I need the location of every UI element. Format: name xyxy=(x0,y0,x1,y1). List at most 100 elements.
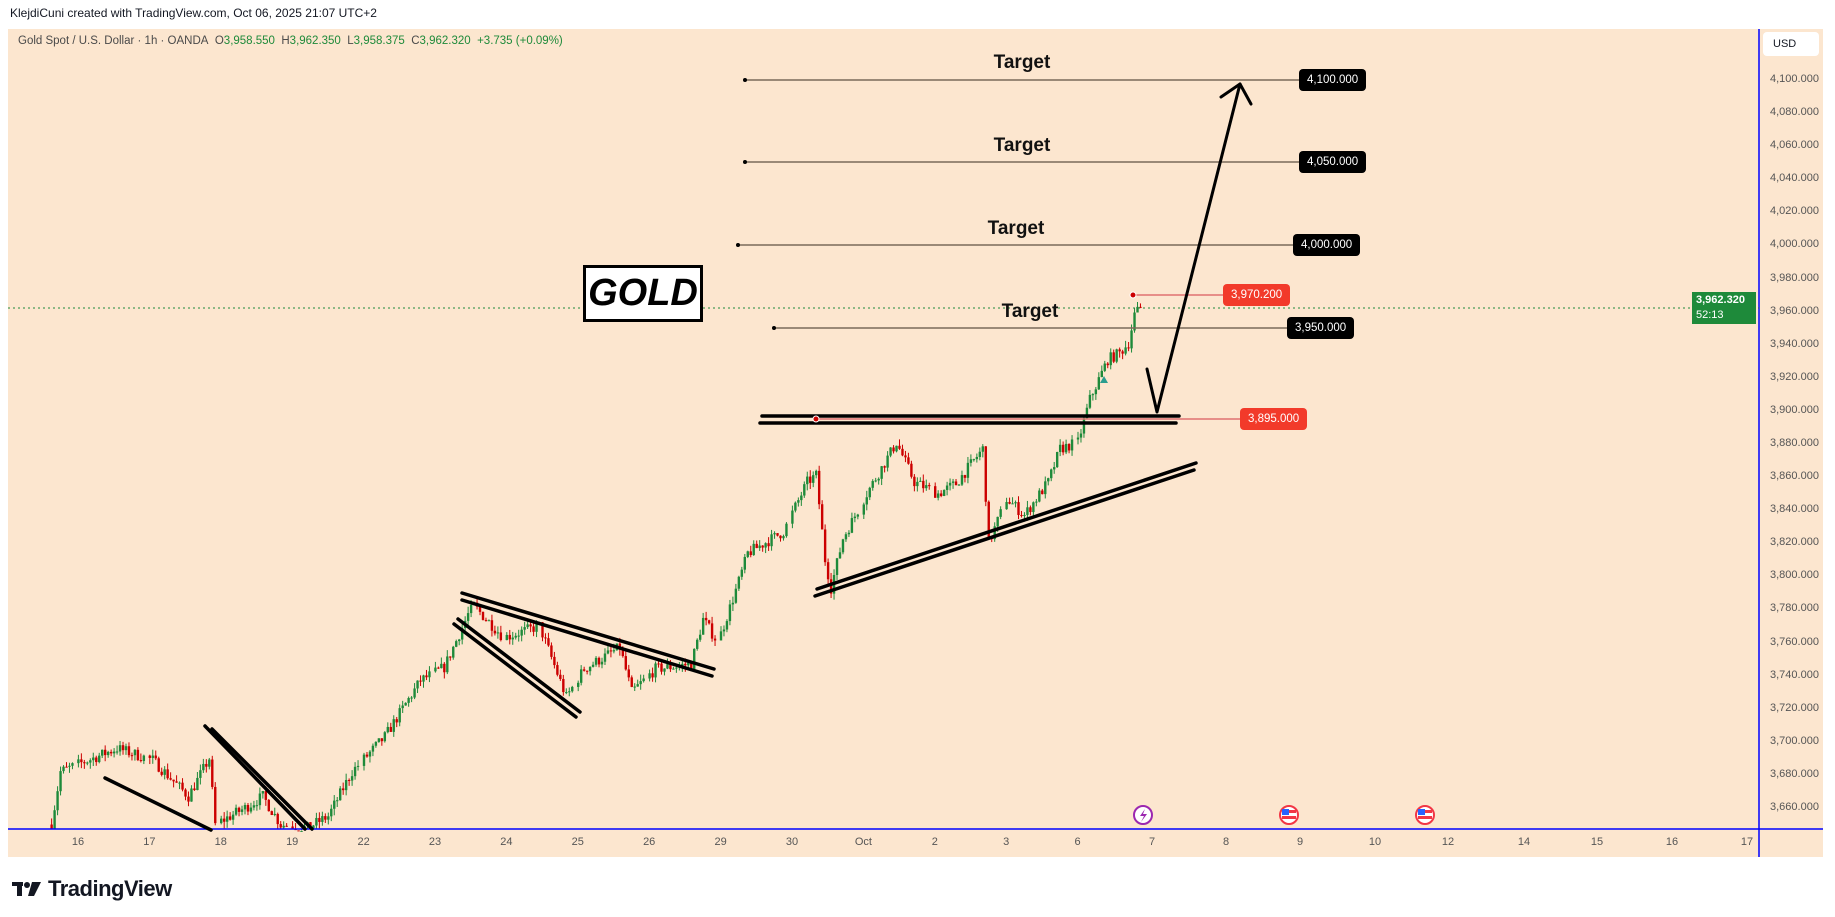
candle-down xyxy=(95,755,98,766)
anchor-dot[interactable] xyxy=(736,243,740,247)
tradingview-logo[interactable]: TradingView xyxy=(12,876,172,902)
candle-up xyxy=(737,575,741,591)
target-price-tag[interactable]: 3,950.000 xyxy=(1287,317,1355,339)
us-flag-event-icon[interactable] xyxy=(1415,805,1435,825)
target-price-tag[interactable]: 4,050.000 xyxy=(1299,151,1367,173)
target-text-2[interactable]: Target xyxy=(993,135,1051,156)
candle-body xyxy=(383,732,387,742)
flag-upper-a[interactable] xyxy=(460,591,716,671)
symbol-legend[interactable]: Gold Spot / U.S. Dollar · 1h · OANDA O3,… xyxy=(18,35,563,47)
candle-up xyxy=(1058,439,1062,457)
breakout-level-tag[interactable]: 3,895.000 xyxy=(1240,408,1308,430)
candle-up xyxy=(77,754,80,768)
flag-lower-b[interactable] xyxy=(456,617,582,714)
candle-body xyxy=(243,805,247,810)
anchor-dot[interactable] xyxy=(743,78,747,82)
candle-up xyxy=(806,471,809,491)
price-tick: 4,040.000 xyxy=(1770,172,1819,185)
candle-down xyxy=(508,629,511,645)
target-text-1[interactable]: Target xyxy=(993,52,1051,73)
candle-down xyxy=(380,738,384,746)
candle-up xyxy=(565,688,568,695)
candle-body xyxy=(208,759,211,767)
high-level-tag[interactable]: 3,970.200 xyxy=(1223,284,1291,306)
candle-up xyxy=(101,749,104,759)
flag-upper-b[interactable] xyxy=(460,598,714,678)
chart-area[interactable] xyxy=(8,29,1823,857)
price-tick: 3,700.000 xyxy=(1770,734,1819,747)
lightning-event-icon[interactable] xyxy=(1133,805,1153,825)
candle-body xyxy=(594,657,598,665)
candle-down xyxy=(823,524,827,566)
candle-up xyxy=(315,812,318,829)
candle-down xyxy=(704,611,708,626)
candle-down xyxy=(892,445,895,454)
candle-up xyxy=(1109,348,1112,370)
candle-body xyxy=(505,634,508,641)
candle-up xyxy=(404,702,407,706)
candle-body xyxy=(1038,490,1041,502)
candle-body xyxy=(934,486,937,498)
open-value: 3,958.550 xyxy=(223,35,275,47)
candle-body xyxy=(1139,306,1142,308)
candle-body xyxy=(1067,443,1071,451)
candle-body xyxy=(231,814,235,820)
time-tick: Oct xyxy=(854,836,872,848)
support-trendline-upper[interactable] xyxy=(815,461,1198,591)
flag-lower-a[interactable] xyxy=(452,622,578,719)
candle-body xyxy=(820,504,824,530)
breakout-level-dot[interactable] xyxy=(812,415,820,423)
candle-up xyxy=(978,447,982,461)
candle-up xyxy=(98,752,101,764)
candle-body xyxy=(606,650,610,654)
time-tick: 16 xyxy=(1665,836,1679,848)
candle-up xyxy=(773,531,776,539)
candle-down xyxy=(270,810,273,816)
support-trendline-lower[interactable] xyxy=(813,468,1196,598)
anchor-dot[interactable] xyxy=(772,326,776,330)
candle-body xyxy=(612,650,616,652)
candle-down xyxy=(529,622,532,633)
candle-up xyxy=(255,800,259,811)
candle-up xyxy=(333,795,336,816)
candle-down xyxy=(1127,341,1130,352)
gold-title-box[interactable]: GOLD xyxy=(583,265,703,322)
projection-arrow[interactable] xyxy=(1145,82,1253,414)
candle-body xyxy=(963,475,967,478)
candle-body xyxy=(178,782,181,784)
candle-body xyxy=(910,463,913,477)
downtrend-line-b[interactable] xyxy=(210,727,314,831)
candle-body xyxy=(321,816,324,822)
candle-body xyxy=(1044,481,1047,495)
downtrend-line-a[interactable] xyxy=(203,724,307,831)
target-price-tag[interactable]: 4,100.000 xyxy=(1299,69,1367,91)
candle-down xyxy=(1112,349,1115,364)
candle-body xyxy=(701,617,705,635)
time-tick: 14 xyxy=(1517,836,1531,848)
candle-body xyxy=(148,755,151,758)
candle-body xyxy=(466,613,470,621)
high-level-dot[interactable] xyxy=(1129,291,1137,299)
target-text-3[interactable]: Target xyxy=(987,218,1045,239)
candle-body xyxy=(71,763,74,766)
currency-button[interactable]: USD xyxy=(1763,32,1819,56)
target-price-tag[interactable]: 4,000.000 xyxy=(1293,234,1361,256)
downtrend-line[interactable] xyxy=(103,776,213,832)
price-tick: 4,060.000 xyxy=(1770,139,1819,152)
target-text-4[interactable]: Target xyxy=(1001,301,1059,322)
candle-up xyxy=(133,749,137,761)
candle-down xyxy=(660,661,663,675)
candle-body xyxy=(434,667,437,672)
us-flag-event-icon[interactable] xyxy=(1279,805,1299,825)
candle-body xyxy=(812,475,815,483)
candle-body xyxy=(169,778,172,780)
candle-body xyxy=(817,470,821,505)
candle-down xyxy=(910,460,913,479)
last-price-label: 3,962.320 52:13 xyxy=(1692,292,1756,324)
candle-up xyxy=(693,648,696,671)
candle-body xyxy=(95,757,98,763)
candle-body xyxy=(919,480,922,482)
candle-body xyxy=(1041,490,1044,495)
anchor-dot[interactable] xyxy=(743,160,747,164)
